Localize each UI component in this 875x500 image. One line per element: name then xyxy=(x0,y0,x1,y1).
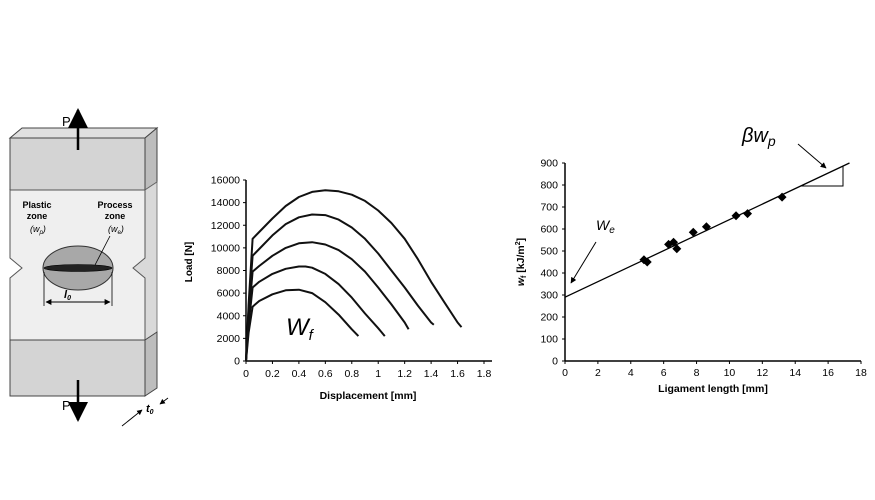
y-tick-label: 200 xyxy=(540,312,558,324)
data-point xyxy=(688,227,698,237)
x-tick-label: 12 xyxy=(756,367,768,379)
y-tick-label: 10000 xyxy=(211,242,240,254)
x-tick-labels: 0 0.2 0.4 0.6 0.8 1 1.2 1.4 1.6 1.8 xyxy=(243,368,491,380)
y-tick-label: 14000 xyxy=(211,197,240,209)
y-tick-label: 6000 xyxy=(217,288,241,300)
we-arrow xyxy=(570,241,597,284)
x-tick-label: 2 xyxy=(595,367,601,379)
thickness-label: t0 xyxy=(146,403,154,416)
y-tick-label: 300 xyxy=(540,290,558,302)
x-tick-label: 1.8 xyxy=(477,368,492,380)
process-zone-label-line1: Process xyxy=(97,200,132,210)
x-tick-label: 0.2 xyxy=(265,368,280,380)
y-tick-label: 16000 xyxy=(211,175,240,187)
slope-triangle xyxy=(801,166,844,187)
thickness-arrow-left xyxy=(121,409,143,427)
y-tick-label: 700 xyxy=(540,202,558,214)
x-axis-label: Ligament length [mm] xyxy=(658,383,768,395)
x-tick-label: 0.8 xyxy=(344,368,359,380)
beta-wp-arrow xyxy=(797,143,827,169)
load-curve-3 xyxy=(245,241,410,362)
data-point xyxy=(701,222,711,232)
top-grip xyxy=(8,126,159,191)
x-tick-label: 0 xyxy=(562,367,568,379)
y-tick-label: 0 xyxy=(552,356,558,368)
x-tick-label: 8 xyxy=(694,367,700,379)
y-axis-label: Load [N] xyxy=(184,242,195,283)
x-tick-label: 18 xyxy=(855,367,867,379)
curves xyxy=(245,189,463,362)
y-tick-labels: 0 100 200 300 400 500 600 700 800 900 xyxy=(540,158,558,368)
load-curve-1 xyxy=(245,189,463,362)
data-point xyxy=(642,257,652,267)
bottom-load-label: P xyxy=(62,398,71,413)
x-tick-label: 1.2 xyxy=(397,368,412,380)
top-load-label: P xyxy=(62,114,71,129)
y-tick-label: 4000 xyxy=(217,310,241,322)
load-curve-2 xyxy=(245,213,435,362)
data-point xyxy=(672,244,682,254)
x-axis-label: Displacement [mm] xyxy=(320,390,417,402)
process-zone-symbol: (we) xyxy=(108,224,124,236)
data-point xyxy=(777,192,787,202)
ligament-label: l0 xyxy=(64,289,71,302)
y-tick-label: 100 xyxy=(540,334,558,346)
y-axis-label: wf [kJ/m2] xyxy=(515,238,528,286)
thickness-arrow-right xyxy=(159,397,169,405)
x-tick-labels: 0 2 4 6 8 10 12 14 16 18 xyxy=(562,367,867,379)
work-vs-ligament-chart: 0 100 200 300 400 500 600 700 800 900 0 2 4 6 8 10 12 14… xyxy=(515,125,867,395)
we-annotation: We xyxy=(596,217,615,236)
load-curve-5 xyxy=(245,288,360,362)
plastic-zone-symbol: (wp) xyxy=(30,224,46,236)
x-tick-label: 0 xyxy=(243,368,249,380)
plastic-zone-label-line1: Plastic xyxy=(22,200,51,210)
specimen-diagram: P P Plastic zone (wp) Process zone (we) … xyxy=(8,108,169,427)
y-tick-label: 12000 xyxy=(211,220,240,232)
x-tick-label: 1.4 xyxy=(424,368,439,380)
data-point xyxy=(669,237,679,247)
process-zone-label-line2: zone xyxy=(105,211,126,221)
x-tick-label: 16 xyxy=(822,367,834,379)
tick-marks xyxy=(562,162,862,364)
x-tick-label: 6 xyxy=(661,367,667,379)
y-tick-label: 500 xyxy=(540,246,558,258)
y-tick-label: 800 xyxy=(540,180,558,192)
x-tick-label: 0.4 xyxy=(292,368,307,380)
plastic-zone-label-line2: zone xyxy=(27,211,48,221)
y-tick-label: 900 xyxy=(540,158,558,170)
y-tick-label: 8000 xyxy=(217,265,241,277)
load-curve-4 xyxy=(245,265,386,362)
data-point xyxy=(743,209,753,219)
y-tick-labels: 0 2000 4000 6000 8000 10000 12000 14000 16000 xyxy=(211,175,240,368)
wf-annotation: Wf xyxy=(286,314,315,344)
data-points xyxy=(639,192,787,267)
data-point xyxy=(731,211,741,221)
bottom-grip xyxy=(9,331,158,397)
x-tick-label: 10 xyxy=(724,367,736,379)
process-zone-ellipse xyxy=(43,264,113,272)
x-tick-label: 14 xyxy=(789,367,801,379)
y-tick-label: 0 xyxy=(234,356,240,368)
x-tick-label: 0.6 xyxy=(318,368,333,380)
y-tick-label: 400 xyxy=(540,268,558,280)
x-tick-label: 1.6 xyxy=(450,368,465,380)
beta-wp-annotation: βwp xyxy=(741,125,776,149)
x-tick-label: 4 xyxy=(628,367,634,379)
x-tick-label: 1 xyxy=(375,368,381,380)
y-tick-label: 600 xyxy=(540,224,558,236)
process-zone-pointer xyxy=(94,235,111,266)
y-tick-label: 2000 xyxy=(217,333,241,345)
